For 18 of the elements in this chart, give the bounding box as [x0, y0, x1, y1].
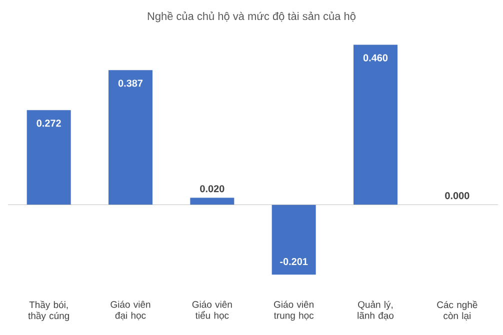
- bar: [108, 70, 152, 205]
- data-label: 0.387: [118, 80, 143, 87]
- x-tick-label: Giáo viên trung học: [274, 300, 314, 321]
- data-label: -0.201: [280, 258, 308, 266]
- data-label: 0.272: [36, 120, 61, 127]
- chart-title: Nghề của chủ hộ và mức độ tài sản của hộ: [148, 12, 356, 22]
- data-label: 0.000: [445, 192, 470, 200]
- x-tick-label: Các nghề còn lại: [437, 300, 478, 320]
- data-label: 0.020: [200, 185, 224, 192]
- x-tick-label: Giáo viên tiểu học: [192, 300, 232, 320]
- bar: [26, 110, 71, 205]
- x-tick-label: Giáo viên đại học: [110, 300, 150, 320]
- data-label: 0.460: [363, 54, 388, 62]
- bar: [272, 204, 316, 275]
- bar: [190, 198, 234, 205]
- x-tick-label: Quản lý, lãnh đạo: [358, 300, 394, 320]
- bar: [354, 44, 398, 205]
- x-tick-label: Thầy bói, thầy cúng: [28, 300, 69, 321]
